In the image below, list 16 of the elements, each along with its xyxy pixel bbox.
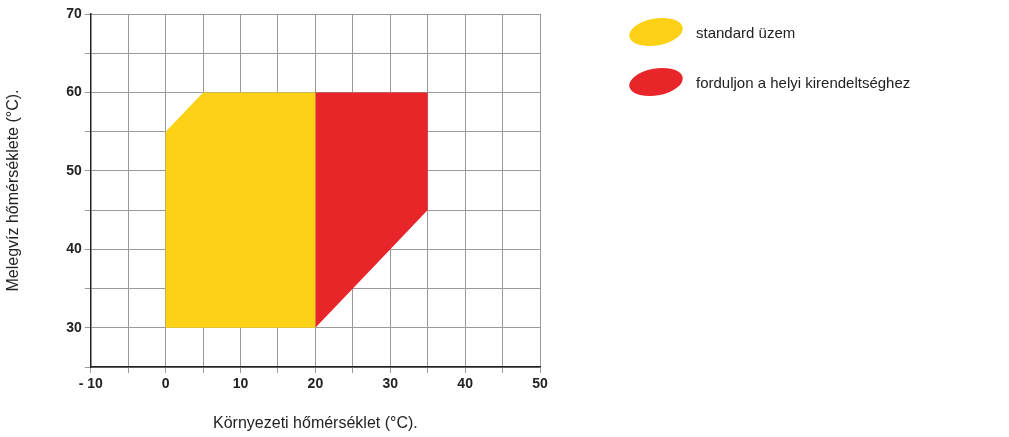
- y-tick-label: 70: [66, 4, 82, 21]
- x-tick-label: 10: [232, 375, 249, 392]
- x-tick-label: 30: [382, 375, 399, 392]
- y-tick-label: 40: [66, 240, 82, 257]
- y-tick-label: 30: [66, 318, 82, 335]
- x-tick-label: 50: [532, 375, 548, 392]
- y-tick-label: 50: [66, 161, 82, 178]
- x-tick-label: 0: [161, 375, 170, 392]
- x-axis-title: Környezeti hőmérséklet (°C).: [213, 413, 418, 431]
- y-tick-label: 60: [66, 83, 82, 100]
- legend-label: forduljon a helyi kirendeltséghez: [696, 73, 911, 91]
- x-tick-label: 20: [307, 375, 324, 392]
- y-axis-title: Melegvíz hőmérséklete (°C).: [4, 89, 22, 292]
- x-tick-label: 40: [457, 375, 474, 392]
- legend-label: standard üzem: [696, 23, 796, 41]
- x-tick-label: - 10: [78, 375, 104, 392]
